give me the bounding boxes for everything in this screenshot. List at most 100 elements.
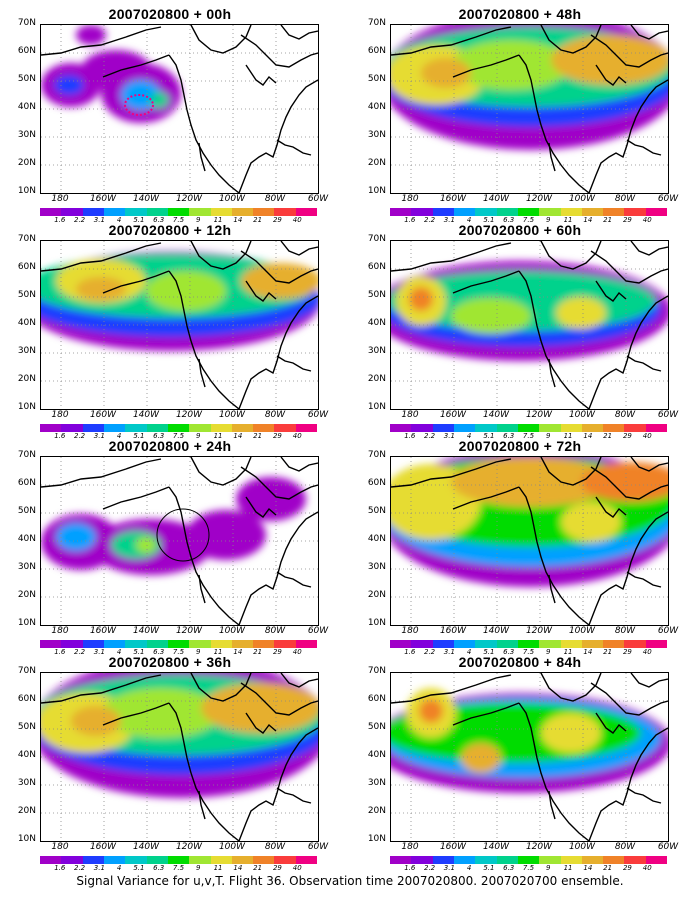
colorbar-label: 1.6 — [404, 864, 416, 872]
colorbar-swatch — [539, 640, 561, 648]
coastline — [240, 34, 318, 68]
colorbar-swatch — [411, 208, 433, 216]
colorbar-label: 7.5 — [522, 216, 535, 224]
longitude-label: 140W — [132, 194, 160, 204]
colorbar-label: 14 — [233, 648, 243, 656]
latitude-label: 20N — [367, 374, 386, 384]
colorbar-swatch — [517, 856, 540, 864]
colorbar-swatch — [231, 640, 254, 648]
longitude-label: 120W — [525, 410, 553, 420]
latitude-label: 50N — [17, 290, 36, 300]
coastline — [102, 270, 170, 294]
colorbar-swatch — [517, 208, 540, 216]
coastline — [280, 25, 318, 40]
colorbar-label: 21 — [253, 864, 263, 872]
coastline — [518, 270, 590, 409]
colorbar-swatch — [603, 424, 625, 432]
colorbar-swatch — [432, 208, 454, 216]
latitude-label: 30N — [367, 130, 386, 140]
colorbar-swatch — [581, 640, 604, 648]
colorbar-label: 5.1 — [483, 216, 495, 224]
colorbar-swatch — [253, 856, 275, 864]
colorbar-label: 4 — [116, 864, 122, 872]
colorbar — [390, 208, 668, 216]
colorbar-swatch — [645, 424, 668, 432]
colorbar-swatch — [295, 856, 318, 864]
coastline — [626, 355, 662, 372]
colorbar-label: 11 — [213, 432, 223, 440]
coastline — [595, 64, 627, 86]
colorbar-labels: 1.6 2.2 3.1 4 5.1 6.3 7.5 9 11 14 21 29 40 — [390, 864, 667, 874]
map-area — [390, 672, 669, 842]
coastline — [518, 54, 590, 193]
colorbar-swatch — [560, 640, 582, 648]
latitude-label: 30N — [17, 346, 36, 356]
variance-contour — [421, 58, 471, 88]
colorbar-label: 9 — [196, 864, 201, 872]
colorbar-label: 40 — [292, 648, 302, 656]
variance-contour — [451, 457, 611, 507]
colorbar-swatch — [167, 856, 190, 864]
latitude-label: 40N — [367, 534, 386, 544]
latitude-label: 60N — [17, 262, 36, 272]
colorbar-swatch — [40, 208, 62, 216]
colorbar-swatch — [603, 640, 625, 648]
variance-contour — [76, 277, 126, 301]
coastline — [626, 571, 662, 588]
colorbar-label: 14 — [583, 216, 593, 224]
latitude-label: 70N — [17, 18, 36, 28]
coastline — [518, 702, 590, 841]
longitude-label: 160W — [89, 194, 117, 204]
longitude-label: 100W — [218, 626, 246, 636]
colorbar-label: 29 — [272, 648, 282, 656]
coastline — [540, 25, 602, 54]
colorbar-swatch — [61, 424, 83, 432]
colorbar-label: 29 — [272, 216, 282, 224]
colorbar-swatch — [146, 208, 168, 216]
latitude-label: 70N — [17, 666, 36, 676]
longitude-label: 180 — [401, 842, 419, 852]
colorbar-label: 6.3 — [503, 864, 515, 872]
colorbar-swatch — [82, 208, 104, 216]
colorbar-swatch — [189, 856, 211, 864]
colorbar-swatch — [61, 856, 83, 864]
latitude-label: 50N — [367, 506, 386, 516]
coastline — [245, 712, 277, 734]
colorbar-label: 21 — [253, 216, 263, 224]
longitude-label: 160W — [89, 842, 117, 852]
colorbar-swatch — [167, 424, 190, 432]
colorbar-label: 5.1 — [133, 648, 145, 656]
latitude-label: 10N — [367, 618, 386, 628]
coastline — [238, 727, 318, 841]
map-panel: 2007020800 + 36h 70N 60N 50N 40N 30N 20N 10N 180… — [0, 654, 340, 872]
variance-contour — [236, 477, 306, 521]
colorbar-label: 21 — [603, 432, 613, 440]
colorbar-label: 5.1 — [483, 432, 495, 440]
coastline — [548, 142, 556, 172]
panel-title: 2007020800 + 36h — [108, 654, 232, 670]
map-area — [390, 456, 669, 626]
colorbar-label: 2.2 — [423, 216, 436, 224]
colorbar-label: 21 — [603, 216, 613, 224]
colorbar-swatch — [103, 640, 126, 648]
coastline — [630, 457, 668, 472]
colorbar-swatch — [231, 856, 254, 864]
colorbar-swatch — [496, 424, 518, 432]
coastline — [168, 54, 240, 193]
colorbar-label: 1.6 — [54, 648, 66, 656]
colorbar-swatch — [125, 640, 147, 648]
colorbar-swatch — [581, 856, 604, 864]
colorbar-label: 9 — [546, 432, 551, 440]
coastline — [190, 241, 252, 270]
colorbar-label: 2.2 — [73, 648, 86, 656]
longitude-label: 180 — [51, 626, 69, 636]
longitude-label: 120W — [525, 194, 553, 204]
colorbar-label: 9 — [196, 216, 201, 224]
coastline — [276, 139, 312, 156]
colorbar-swatch — [390, 640, 412, 648]
colorbar-swatch — [624, 856, 646, 864]
figure-caption: Signal Variance for u,v,T. Flight 36. Ob… — [76, 874, 624, 888]
colorbar-swatch — [210, 208, 232, 216]
colorbar-swatch — [624, 640, 646, 648]
variance-contour — [581, 462, 668, 502]
